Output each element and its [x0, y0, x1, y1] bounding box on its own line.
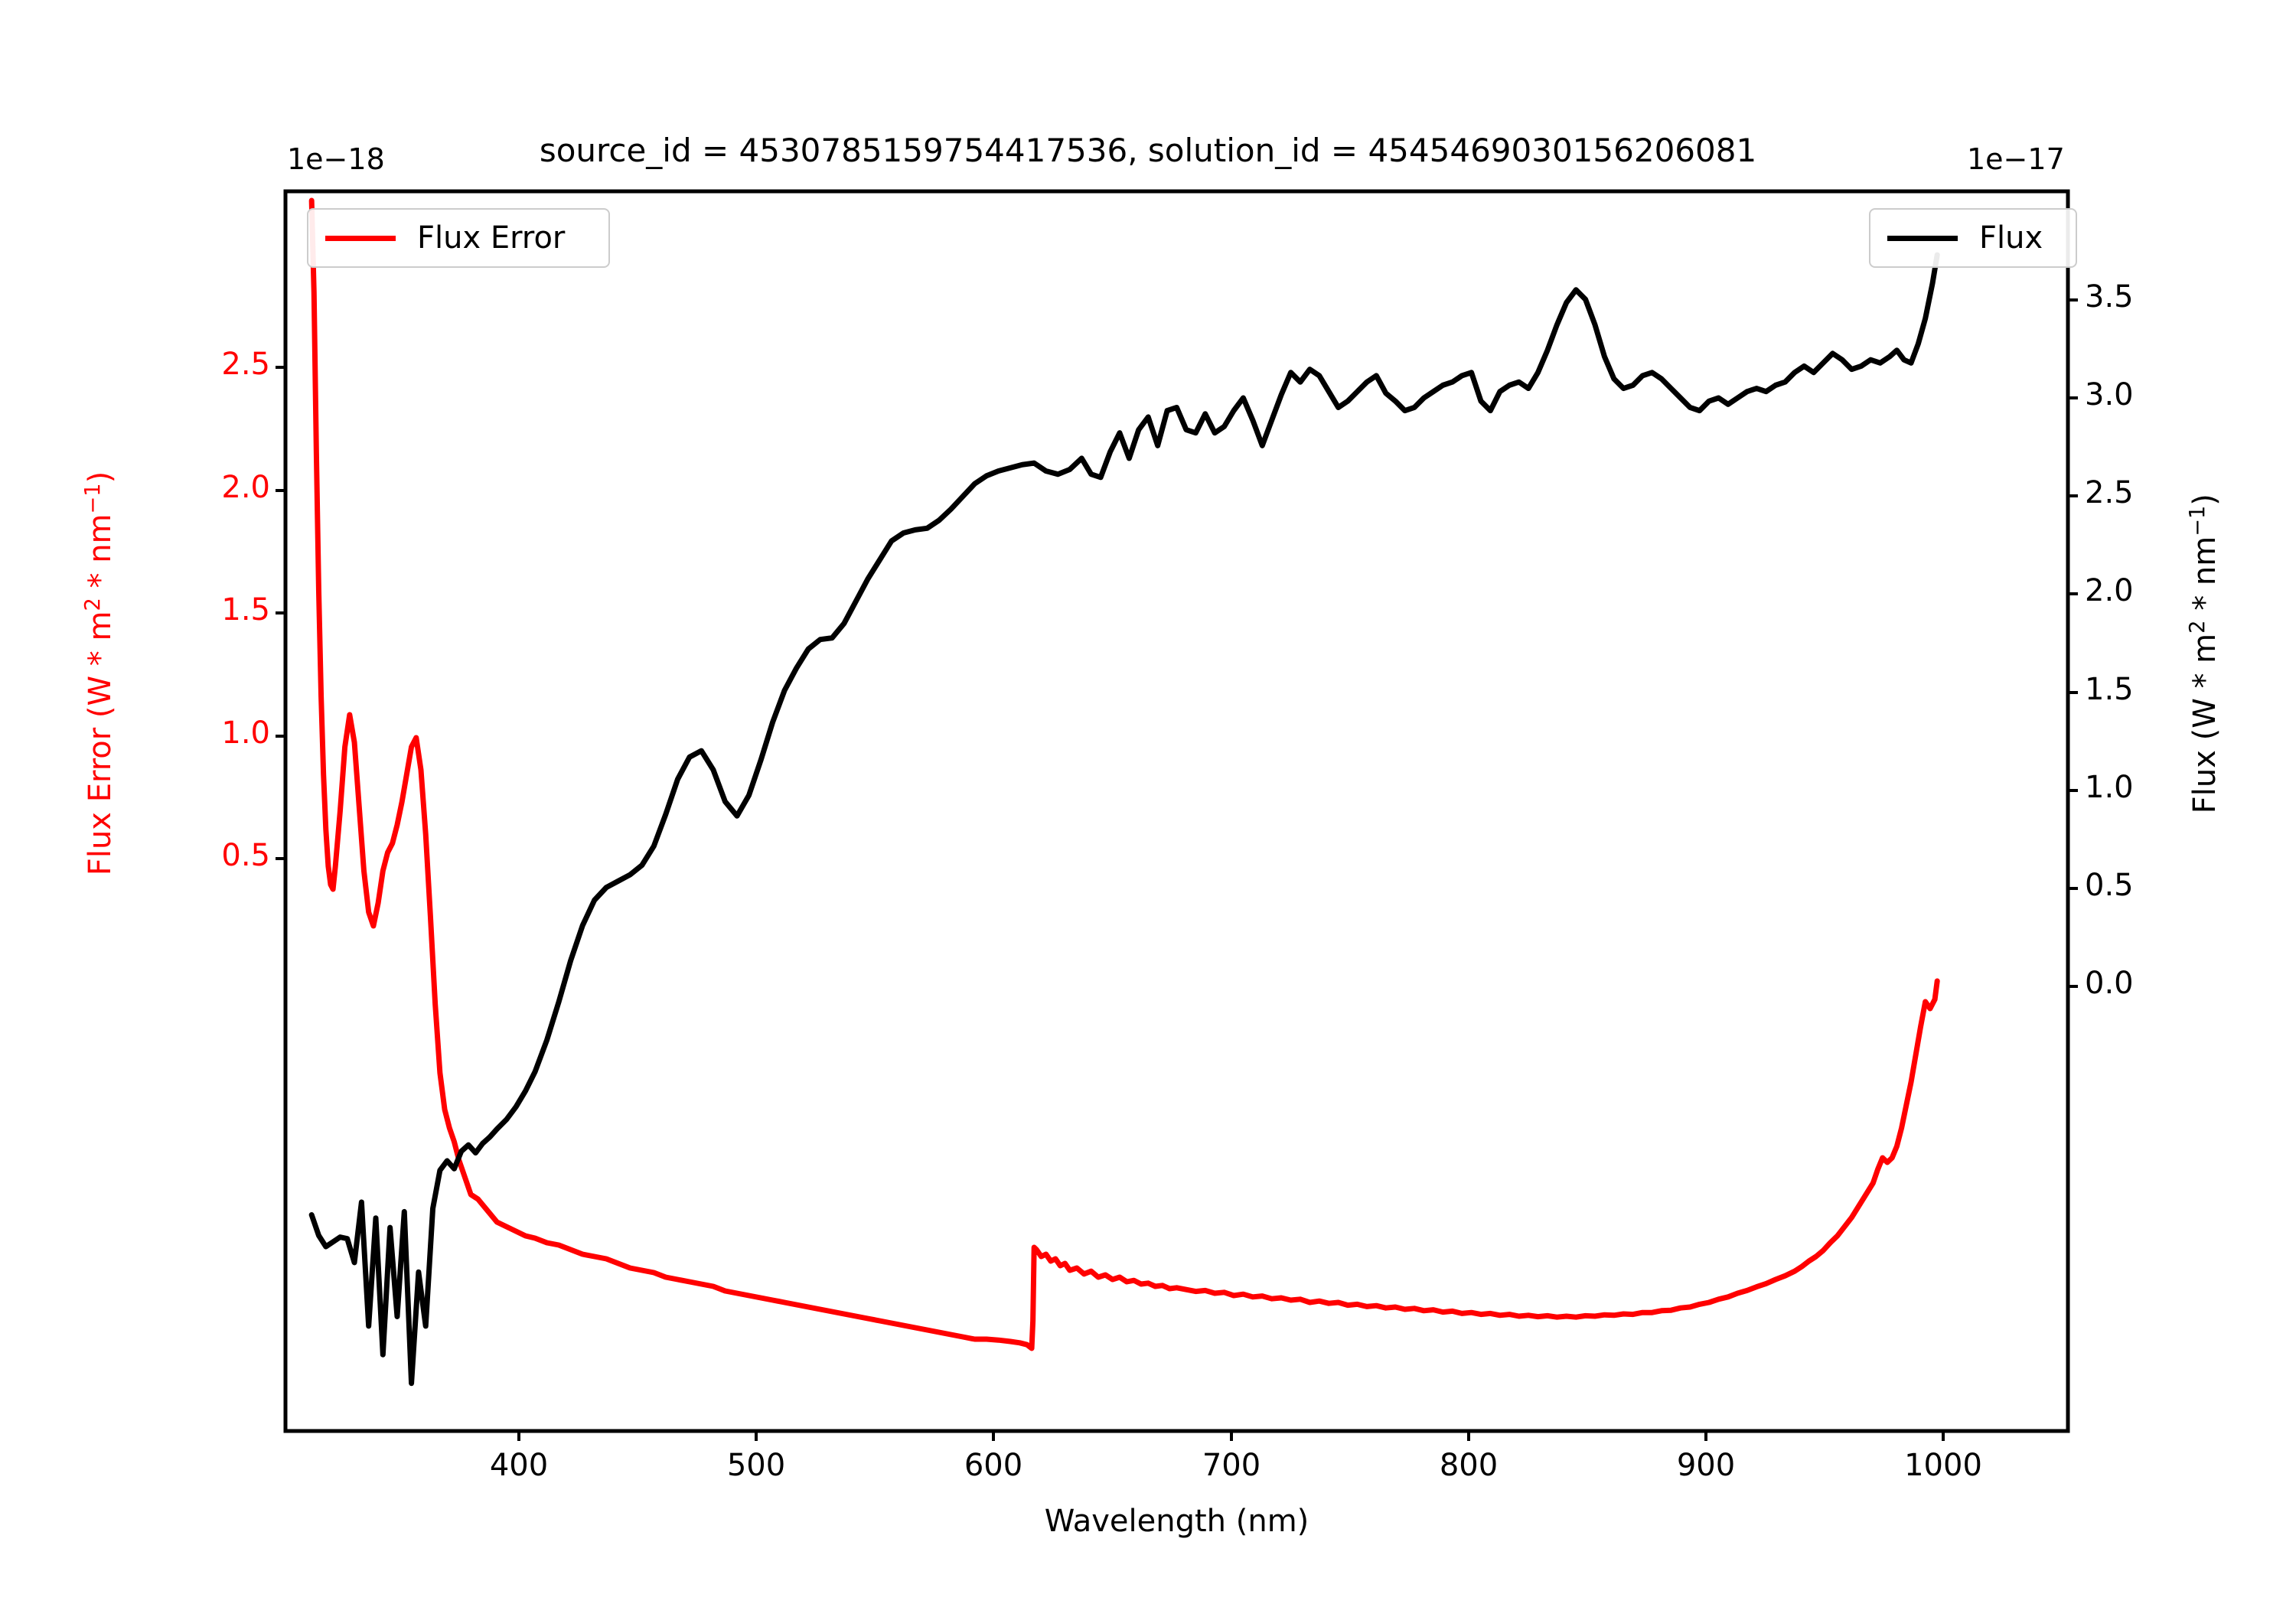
legend-flux-error[interactable]: Flux Error	[307, 208, 610, 268]
legend-flux[interactable]: Flux	[1869, 208, 2077, 268]
x-tick-label: 700	[1202, 1448, 1261, 1483]
left-tick-label: 1.5	[221, 592, 270, 627]
x-tick-label: 800	[1439, 1448, 1499, 1483]
left-tick-label: 2.0	[221, 470, 270, 505]
right-tick-label: 1.5	[2085, 672, 2134, 707]
series-line-flux	[308, 252, 1940, 1387]
x-tick-label: 600	[964, 1448, 1023, 1483]
plot-frame	[283, 189, 2070, 1433]
legend-label-flux-error: Flux Error	[417, 220, 566, 256]
x-tick-label: 1000	[1904, 1448, 1982, 1483]
legend-swatch-flux	[1887, 235, 1958, 241]
right-tick-label: 2.0	[2085, 573, 2134, 608]
right-tick-label: 3.5	[2085, 279, 2134, 315]
right-tick-label: 2.5	[2085, 475, 2134, 510]
x-tick-label: 500	[726, 1448, 786, 1483]
right-tick-label: 0.5	[2085, 868, 2134, 903]
legend-label-flux: Flux	[1979, 220, 2043, 256]
left-axis-offset-text: 1e−18	[287, 142, 385, 176]
x-tick-label: 900	[1676, 1448, 1736, 1483]
left-tick-label: 1.0	[221, 715, 270, 751]
right-axis-offset-text: 1e−17	[1967, 142, 2065, 176]
x-axis-label: Wavelength (nm)	[1044, 1504, 1309, 1539]
right-tick-label: 0.0	[2085, 966, 2134, 1001]
left-axis-label: Flux Error (W * m2 * nm−1)	[80, 471, 119, 876]
legend-swatch-flux-error	[325, 235, 396, 241]
chart-title: source_id = 4530785159754417536, solutio…	[539, 132, 1757, 169]
left-tick-label: 0.5	[221, 838, 270, 873]
series-line-flux-error	[308, 197, 1940, 1351]
right-tick-label: 1.0	[2085, 770, 2134, 805]
right-tick-label: 3.0	[2085, 377, 2134, 412]
x-tick-label: 400	[489, 1448, 549, 1483]
left-tick-label: 2.5	[221, 347, 270, 382]
